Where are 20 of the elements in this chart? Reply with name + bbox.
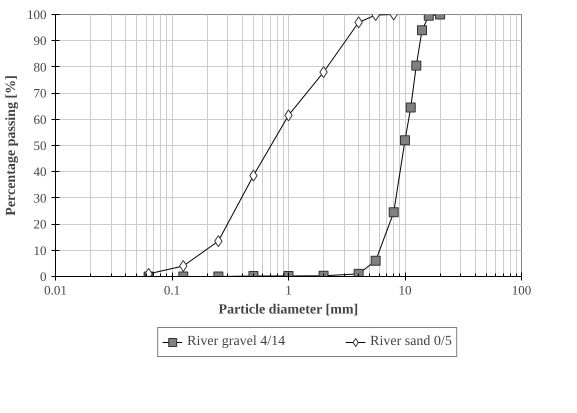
legend-label: River sand 0/5 (370, 334, 452, 350)
y-tick-label: 70 (34, 86, 46, 101)
y-tick-label: 60 (34, 112, 46, 127)
y-tick-label: 0 (40, 269, 46, 284)
x-tick-label: 10 (398, 282, 412, 298)
y-tick-label: 40 (34, 164, 46, 180)
y-tick-label: 10 (34, 242, 46, 258)
x-tick-label: 1 (285, 282, 292, 298)
y-tick-label: 80 (34, 59, 46, 74)
y-tick-label: 30 (34, 190, 46, 206)
y-tick-label: 50 (34, 138, 46, 153)
y-tick-label: 90 (34, 33, 46, 48)
legend-label: River gravel 4/14 (187, 334, 286, 350)
x-tick-label: 0.1 (164, 282, 180, 298)
y-axis-title: Percentage passing [%] (4, 75, 19, 216)
x-axis-title: Particle diameter [mm] (218, 302, 358, 318)
y-tick-label: 20 (34, 216, 46, 232)
y-tick-label: 100 (27, 7, 46, 22)
x-tick-label: 100 (512, 282, 532, 298)
x-tick-label: 0.01 (44, 282, 67, 298)
